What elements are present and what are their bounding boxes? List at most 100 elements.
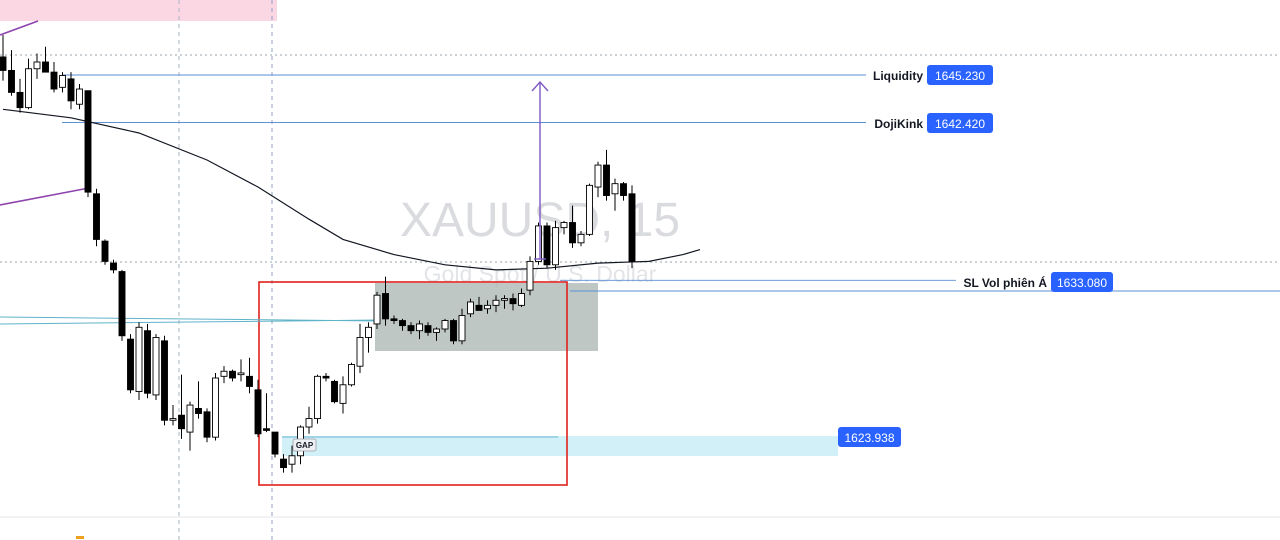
candle xyxy=(509,293,517,311)
candle-body xyxy=(161,340,168,421)
candle xyxy=(229,369,236,382)
candle-body xyxy=(399,320,406,327)
candle-body xyxy=(577,233,585,244)
candle xyxy=(382,276,389,326)
candle-body xyxy=(263,428,270,431)
level-label-liquidity: Liquidity xyxy=(873,69,923,83)
candle xyxy=(152,334,160,400)
candle-body xyxy=(50,71,58,90)
candle xyxy=(67,72,75,110)
candle xyxy=(271,431,279,458)
candle-body xyxy=(212,377,219,438)
candle xyxy=(424,322,432,336)
candle xyxy=(33,53,41,79)
price-tag-sl-vol[interactable] xyxy=(1051,272,1113,292)
candle-body xyxy=(484,304,491,310)
candle xyxy=(59,72,66,93)
candle xyxy=(484,300,491,314)
candle xyxy=(365,322,372,353)
candle xyxy=(220,366,228,384)
candle xyxy=(203,408,211,443)
candle-body xyxy=(526,260,534,291)
candle xyxy=(399,318,406,331)
candle xyxy=(441,318,449,333)
candle-body xyxy=(110,262,117,271)
gap-zone xyxy=(282,436,838,456)
purple-trend-line xyxy=(0,187,90,206)
candle-body xyxy=(152,337,160,396)
candle xyxy=(322,372,330,382)
candle xyxy=(356,323,364,373)
candle-body xyxy=(382,293,389,320)
candle xyxy=(169,405,177,426)
candle-body xyxy=(186,404,194,433)
candle xyxy=(127,334,134,394)
price-tag-gap[interactable] xyxy=(838,427,901,447)
candle-body xyxy=(365,326,372,338)
candle xyxy=(543,222,551,269)
candle-body xyxy=(8,69,15,93)
candle-body xyxy=(535,225,542,262)
horizontal-levels xyxy=(62,74,1280,292)
gap-label: GAP xyxy=(296,441,314,450)
candle xyxy=(501,295,508,309)
candle-body xyxy=(59,75,66,88)
candle-body xyxy=(339,384,347,404)
candle-body xyxy=(458,315,466,342)
candle xyxy=(458,308,466,345)
candle-body xyxy=(229,370,236,379)
candle-body xyxy=(467,301,474,315)
candle xyxy=(569,205,576,248)
candle xyxy=(526,256,534,296)
candle xyxy=(254,379,262,438)
axis-marker xyxy=(76,536,84,539)
candle-body xyxy=(560,222,568,229)
level-labels: Liquidity 1645.230 DojiKink 1642.420 SL … xyxy=(838,65,1113,447)
candle xyxy=(535,222,542,265)
candle-body xyxy=(416,323,423,332)
candle-body xyxy=(118,271,126,337)
candle xyxy=(407,322,415,335)
target-arrow xyxy=(531,80,549,260)
candle-body xyxy=(203,411,211,438)
candle-body xyxy=(569,222,576,244)
cyan-trend-line xyxy=(0,319,381,325)
candle-body xyxy=(603,164,610,196)
candle xyxy=(518,288,525,308)
price-tag-liquidity[interactable] xyxy=(927,65,993,85)
candle xyxy=(620,181,627,201)
candle xyxy=(586,183,593,237)
candle-body xyxy=(305,418,313,428)
candle xyxy=(93,188,100,247)
candle xyxy=(161,335,168,426)
candle-body xyxy=(322,375,330,379)
candle xyxy=(246,357,253,394)
candle-body xyxy=(475,304,483,311)
candle-body xyxy=(518,293,525,306)
candle-body xyxy=(220,370,228,377)
candle xyxy=(118,269,126,341)
price-tag-dojikink[interactable] xyxy=(927,113,993,133)
candle xyxy=(305,406,313,434)
candle xyxy=(552,220,559,270)
candle xyxy=(8,50,15,96)
level-label-sl-vol: SL Vol phiên Á xyxy=(963,275,1047,290)
candle-body xyxy=(135,326,143,392)
candle-body xyxy=(84,90,92,193)
candle xyxy=(348,362,355,387)
candle-body xyxy=(620,183,627,196)
candle xyxy=(492,295,500,313)
candle-body xyxy=(628,193,636,262)
candle xyxy=(144,323,151,399)
candle-body xyxy=(16,91,24,109)
candle-body xyxy=(611,183,619,195)
candle-body xyxy=(288,455,296,465)
candle xyxy=(25,58,32,110)
candle-body xyxy=(331,380,338,403)
highlight-box xyxy=(258,281,568,486)
gap-tag-box xyxy=(292,438,317,452)
candle-body xyxy=(348,364,355,386)
candle xyxy=(416,320,423,340)
candlestick-series xyxy=(0,34,636,473)
